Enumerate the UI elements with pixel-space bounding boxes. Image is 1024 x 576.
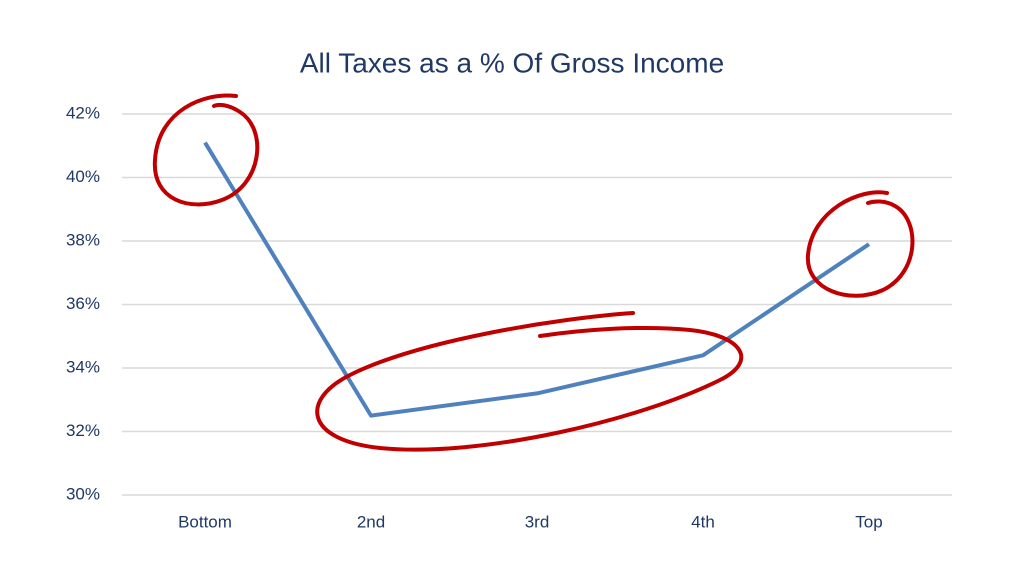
x-tick-label: Bottom [178, 512, 232, 531]
y-tick-label: 30% [66, 484, 100, 503]
chart-title: All Taxes as a % Of Gross Income [300, 47, 724, 78]
y-tick-label: 32% [66, 421, 100, 440]
y-tick-label: 42% [66, 103, 100, 122]
y-tick-label: 40% [66, 167, 100, 186]
y-tick-label: 34% [66, 357, 100, 376]
x-tick-label: 2nd [357, 512, 385, 531]
plot-area: 30% 32% 34% 36% 38% 40% 42% Bottom 2nd 3rd 4th Top [66, 103, 952, 531]
annotation-circle [152, 93, 260, 207]
data-line [203, 141, 871, 418]
annotation-circle [805, 190, 915, 298]
x-tick-label: 3rd [525, 512, 550, 531]
y-tick-label: 38% [66, 230, 100, 249]
x-tick-label: Top [855, 512, 882, 531]
hand-drawn-annotations [152, 93, 915, 452]
x-tick-label: 4th [691, 512, 715, 531]
y-tick-label: 36% [66, 294, 100, 313]
annotation-ellipse [315, 311, 744, 452]
